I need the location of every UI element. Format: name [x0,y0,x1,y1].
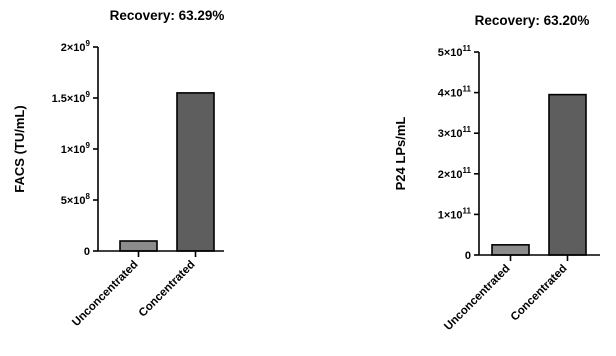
chart-1: Recovery: 63.29% FACS (TU/mL) 0 5×108 1×109 1… [12,8,224,329]
x-tick-label-unconcentrated: Unconcentrated [442,263,512,333]
y-tick-label: 2×1011 [438,166,472,181]
x-tick-label-concentrated: Concentrated [137,259,198,320]
y-tick-label: 5×1011 [438,44,472,59]
y-tick-label: 1.5×109 [52,90,91,105]
y-axis-label: P24 LPs/mL [393,117,408,191]
y-tick-label: 1×109 [61,141,91,156]
y-tick-label: 1×1011 [438,206,472,221]
y-axis-label: FACS (TU/mL) [12,105,27,192]
x-tick-label-unconcentrated: Unconcentrated [70,259,140,329]
y-tick-label: 0 [84,246,90,258]
chart-title: Recovery: 63.29% [110,8,225,23]
y-tick-label: 2×109 [61,39,91,54]
chart-2: Recovery: 63.20% P24 LPs/mL 0 1×1011 2×1011 3… [393,13,600,333]
y-tick-label: 3×1011 [438,125,472,140]
x-tick-label-concentrated: Concentrated [509,263,570,324]
bar-unconcentrated [491,244,530,256]
y-tick-label: 4×1011 [438,85,472,100]
y-tick-label: 0 [465,250,471,262]
chart-title: Recovery: 63.20% [475,13,590,28]
bar-concentrated [176,92,215,252]
bar-unconcentrated [119,240,158,252]
bar-concentrated [548,93,587,256]
y-tick-label: 5×108 [61,192,91,207]
